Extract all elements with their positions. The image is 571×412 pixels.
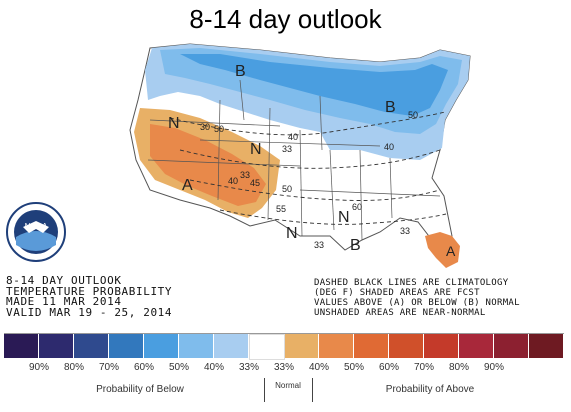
above-label: Probability of Above [385, 384, 475, 395]
contour-label-55: 55 [276, 204, 286, 214]
scale-box [319, 334, 355, 358]
scale-tick-label: 80% [448, 362, 470, 373]
product-info: 8-14 DAY OUTLOOK TEMPERATURE PROBABILITY… [6, 274, 256, 319]
contour-label-33d: 33 [400, 226, 410, 236]
above-label-1: A [182, 177, 193, 194]
below-label-1: B [235, 63, 246, 80]
product-line-3: MADE 11 MAR 2014 [6, 295, 122, 308]
above-label-2: A [446, 243, 456, 259]
scale-box [73, 334, 109, 358]
contour-label-33c: 33 [314, 240, 324, 250]
normal-label-2: N [250, 141, 262, 158]
note-line-4: UNSHADED AREAS ARE NEAR-NORMAL [314, 308, 486, 318]
contour-label-50b: 50 [282, 184, 292, 194]
scale-tick-label: 50% [168, 362, 190, 373]
scale-box [143, 334, 179, 358]
scale-tick-label: 50% [343, 362, 365, 373]
below-label: Probability of Below [96, 384, 184, 395]
product-line-1: 8-14 DAY OUTLOOK [6, 274, 122, 287]
scale-tick-label: 90% [28, 362, 50, 373]
noaa-logo-text: NOAA [25, 222, 48, 231]
climatology-lines [169, 111, 447, 225]
scale-tick-label: 33% [273, 362, 295, 373]
normal-separator-right [312, 378, 313, 402]
normal-separator-left [264, 378, 265, 402]
above-normal-region-sw [134, 108, 280, 218]
scale-box [178, 334, 214, 358]
scale-box [4, 334, 39, 358]
map-note: DASHED BLACK LINES ARE CLIMATOLOGY (DEG … [314, 278, 571, 318]
scale-box [389, 334, 425, 358]
scale-box [248, 334, 285, 360]
scale-tick-label: 60% [378, 362, 400, 373]
scale-box [38, 334, 74, 358]
scale-box [459, 334, 495, 358]
scale-box [494, 334, 530, 358]
state-boundaries [147, 79, 441, 241]
contour-label-45: 45 [250, 178, 260, 188]
normal-label-1: N [168, 115, 180, 132]
scale-box [529, 334, 564, 358]
product-line-4: VALID MAR 19 - 25, 2014 [6, 305, 173, 319]
scale-tick-label: 70% [98, 362, 120, 373]
note-line-1: DASHED BLACK LINES ARE CLIMATOLOGY [314, 278, 509, 288]
below-label-2: B [385, 99, 396, 116]
contour-label-33b: 33 [240, 170, 250, 180]
outlook-map: B B B A A N N N N 40 33 50 40 33 40 45 5… [129, 43, 471, 268]
scale-tick-label: 40% [308, 362, 330, 373]
contour-label-40a: 40 [288, 132, 298, 142]
product-line-2: TEMPERATURE PROBABILITY [6, 284, 173, 298]
scale-box [424, 334, 460, 358]
probability-color-scale [4, 333, 564, 360]
normal-label-3: N [338, 209, 350, 226]
map-labels: B B B A A N N N N 40 33 50 40 33 40 45 5… [168, 63, 456, 259]
above-normal-region-fl [425, 232, 460, 268]
scale-tick-label: 33% [238, 362, 260, 373]
contour-label-60: 60 [352, 202, 362, 212]
note-line-3: VALUES ABOVE (A) OR BELOW (B) NORMAL [314, 298, 520, 308]
contour-label-40b: 40 [384, 142, 394, 152]
normal-label-4: N [286, 225, 298, 242]
contour-label-30: 30 [200, 122, 210, 132]
scale-box [213, 334, 249, 358]
probability-scale-labels: 90% 80% 70% 60% 50% 40% 33% 33% 40% 50% 60% 70% 80% 9… [4, 362, 564, 376]
below-label-3: B [350, 237, 361, 254]
contour-label-50c: 50 [214, 124, 224, 134]
scale-tick-label: 80% [63, 362, 85, 373]
page-title: 8-14 day outlook [189, 4, 382, 34]
scale-tick-label: 70% [413, 362, 435, 373]
scale-box [284, 334, 320, 358]
below-normal-region [145, 44, 470, 160]
contour-label-40c: 40 [228, 176, 238, 186]
contour-label-33a: 33 [282, 144, 292, 154]
scale-tick-label: 60% [133, 362, 155, 373]
note-line-2: (DEG F) SHADED AREAS ARE FCST [314, 288, 480, 298]
scale-box [108, 334, 144, 358]
scale-tick-label: 90% [483, 362, 505, 373]
normal-label: Normal [275, 381, 301, 390]
scale-tick-label: 40% [203, 362, 225, 373]
scale-box [354, 334, 390, 358]
noaa-logo: NOAA [5, 201, 67, 268]
contour-label-50a: 50 [408, 110, 418, 120]
